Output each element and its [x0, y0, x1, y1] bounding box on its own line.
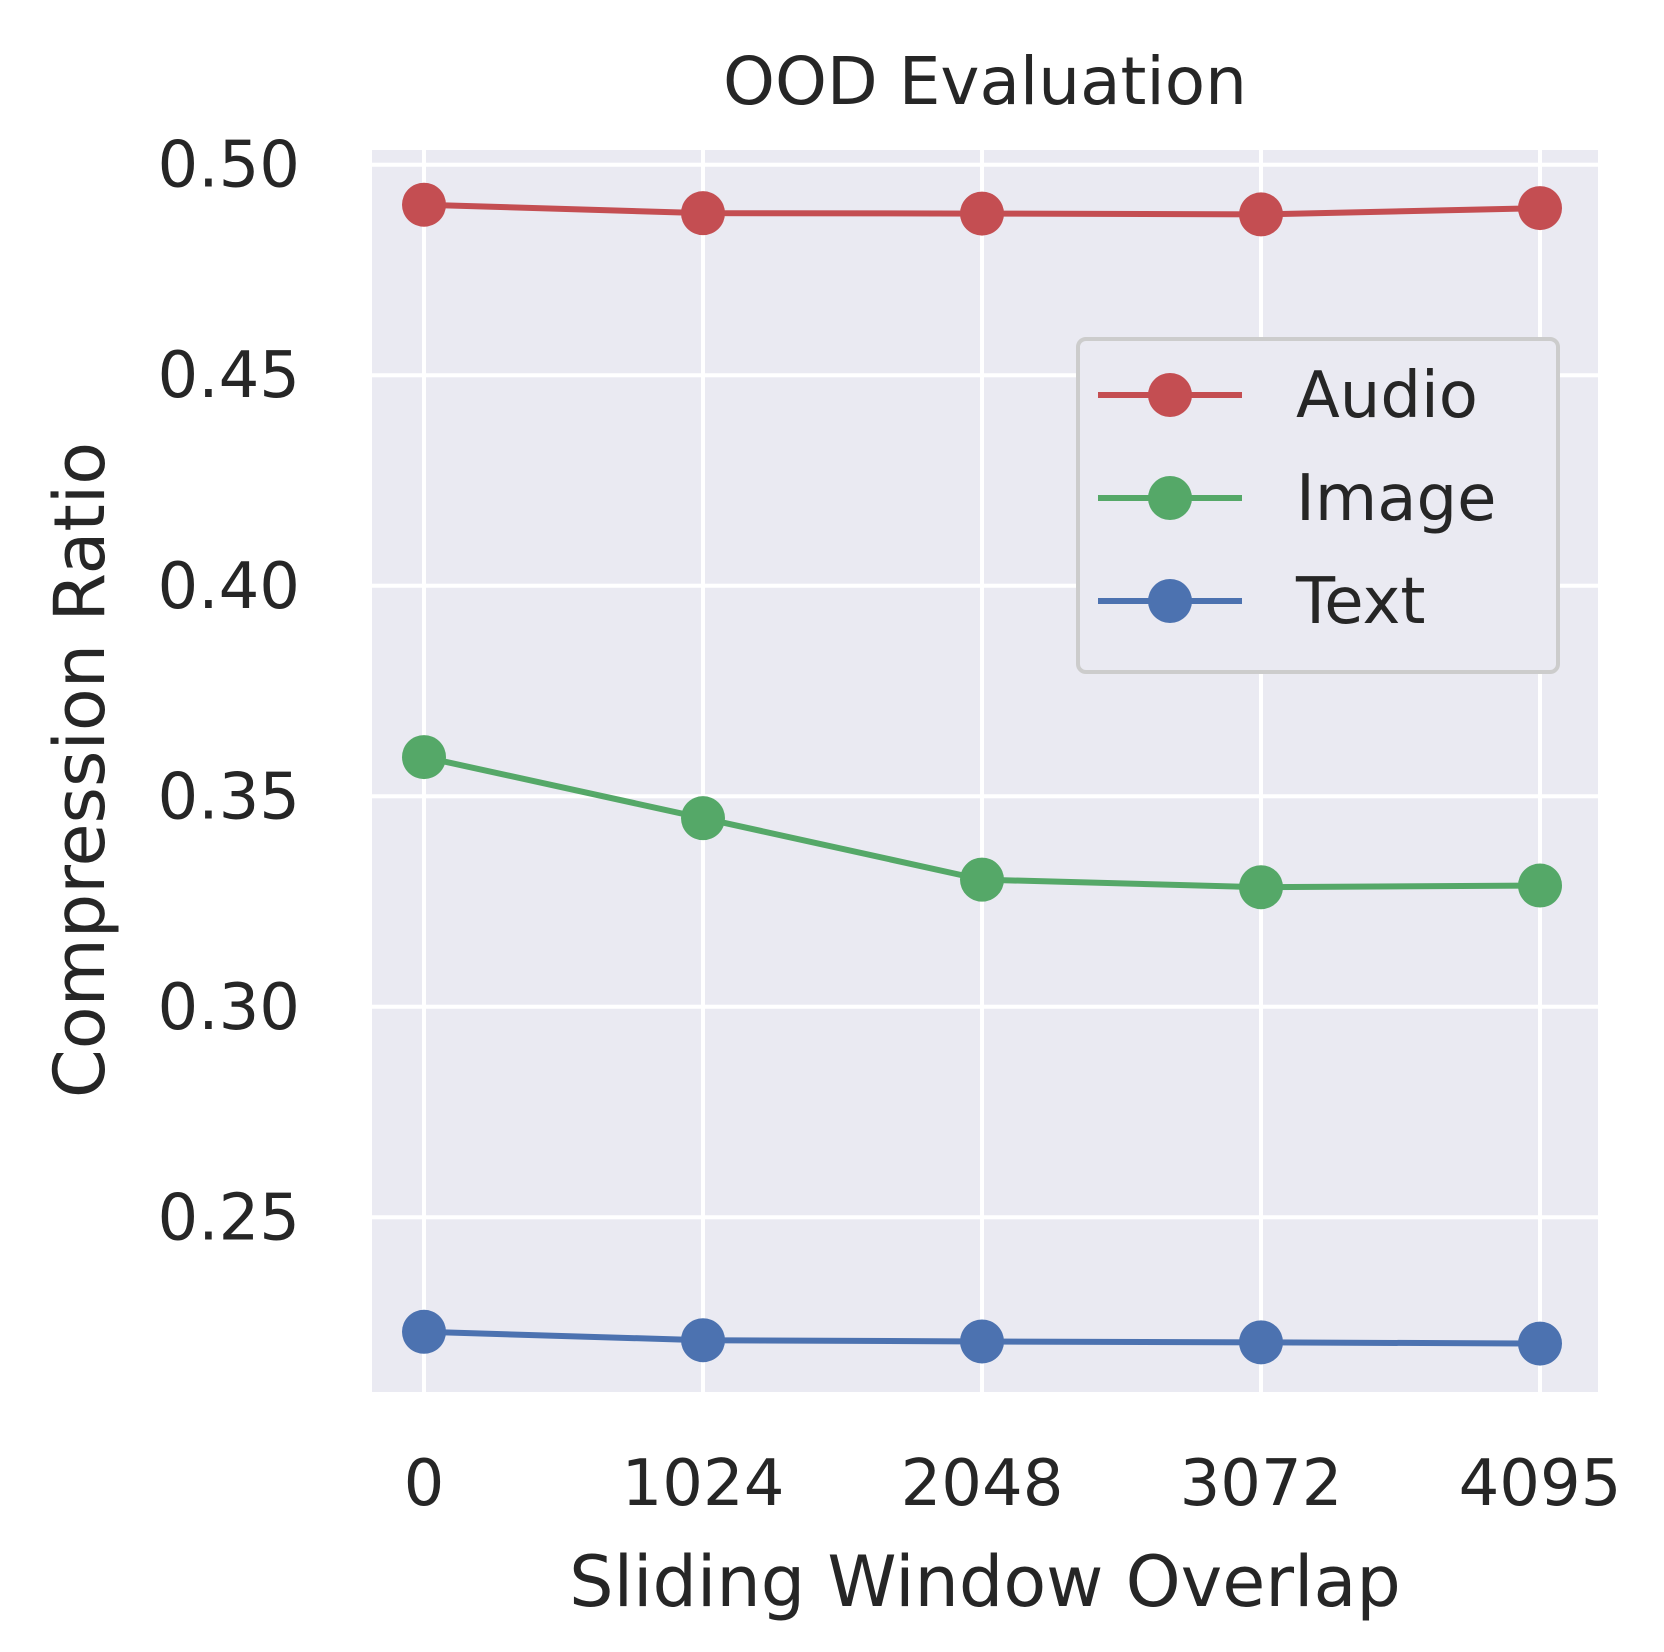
legend-marker-text: [1148, 579, 1192, 623]
x-tick-label: 3072: [1180, 1447, 1343, 1521]
x-tick-label: 1024: [622, 1447, 785, 1521]
data-point-audio: [1518, 186, 1562, 231]
x-tick-label: 4095: [1459, 1447, 1622, 1521]
legend: Audio Image Text: [1076, 337, 1560, 674]
data-point-text: [402, 1309, 446, 1354]
data-point-text: [1518, 1321, 1562, 1366]
data-point-audio: [1239, 192, 1283, 237]
data-point-text: [681, 1318, 725, 1363]
legend-label-audio: Audio: [1296, 359, 1478, 433]
legend-label-image: Image: [1296, 462, 1496, 536]
data-point-image: [402, 735, 446, 780]
legend-marker-image: [1148, 476, 1192, 520]
tick-labels: 0 1024 2048 3072 4095 0.25 0.30 0.35 0.40 0.45 0.5…: [158, 129, 1622, 1521]
plot-background: [372, 150, 1598, 1392]
legend-label-text: Text: [1295, 565, 1425, 639]
y-tick-label: 0.25: [158, 1181, 301, 1255]
y-tick-label: 0.30: [158, 971, 301, 1045]
data-point-text: [1239, 1320, 1283, 1365]
data-point-audio: [681, 191, 725, 236]
y-axis-label: Compression Ratio: [39, 442, 121, 1098]
data-point-image: [1518, 863, 1562, 908]
data-point-image: [681, 796, 725, 841]
data-point-audio: [960, 191, 1004, 236]
data-point-image: [960, 857, 1004, 902]
x-tick-label: 2048: [901, 1447, 1064, 1521]
series-group: [402, 182, 1562, 1366]
chart-title: OOD Evaluation: [723, 43, 1247, 120]
data-point-text: [960, 1319, 1004, 1364]
x-axis-label: Sliding Window Overlap: [569, 1541, 1401, 1623]
legend-box: [1076, 337, 1560, 674]
data-point-audio: [402, 182, 446, 227]
legend-marker-audio: [1148, 373, 1192, 417]
y-tick-label: 0.45: [158, 339, 301, 413]
x-tick-label: 0: [404, 1447, 445, 1521]
y-tick-label: 0.50: [158, 129, 301, 203]
y-tick-label: 0.35: [158, 760, 301, 834]
data-point-image: [1239, 865, 1283, 910]
y-tick-label: 0.40: [158, 550, 301, 624]
